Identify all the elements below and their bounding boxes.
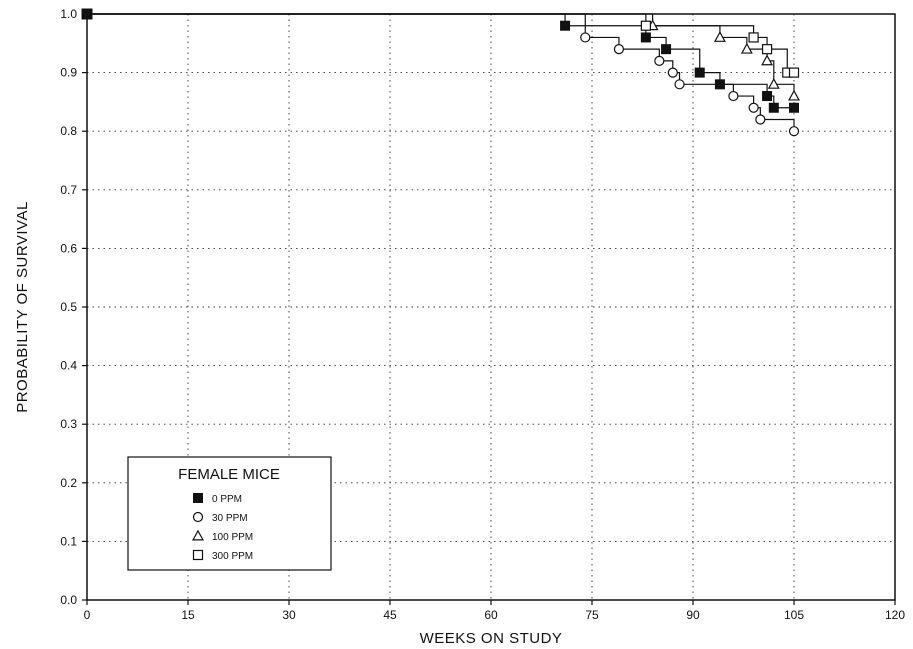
data-point-100-ppm bbox=[767, 77, 780, 89]
y-tick-label: 1.0 bbox=[60, 7, 77, 21]
data-point-300-ppm bbox=[761, 44, 773, 55]
data-point-30-ppm bbox=[674, 79, 685, 90]
x-tick-label: 0 bbox=[84, 608, 91, 622]
data-point-30-ppm bbox=[654, 55, 665, 66]
y-axis-title: PROBABILITY OF SURVIVAL bbox=[14, 201, 31, 413]
data-point-0-ppm bbox=[640, 32, 651, 43]
data-point-0-ppm bbox=[762, 91, 773, 102]
data-point-0-ppm bbox=[694, 67, 705, 78]
legend-title: FEMALE MICE bbox=[178, 466, 280, 483]
data-point-100-ppm bbox=[740, 42, 753, 54]
y-tick-label: 0.3 bbox=[60, 417, 77, 431]
y-tick-label: 0.4 bbox=[60, 359, 77, 373]
x-tick-label: 15 bbox=[181, 608, 195, 622]
legend-items: 0 PPM 30 PPM 100 PPM 300 PPM bbox=[192, 493, 253, 562]
data-point-100-ppm bbox=[788, 89, 800, 101]
legend-label-100-ppm: 100 PPM bbox=[212, 532, 253, 543]
x-tick-label: 30 bbox=[282, 608, 296, 622]
y-tick-label: 0.7 bbox=[60, 183, 77, 197]
data-point-30-ppm bbox=[748, 102, 759, 113]
data-point-100-ppm bbox=[713, 31, 726, 42]
data-point-0-ppm bbox=[714, 79, 725, 90]
x-tick-label: 60 bbox=[484, 608, 498, 622]
data-point-300-ppm bbox=[640, 20, 651, 31]
series-markers bbox=[81, 8, 800, 137]
series-line-30-ppm bbox=[87, 13, 795, 132]
data-point-0-ppm bbox=[661, 44, 672, 55]
legend-marker-30-ppm bbox=[192, 511, 204, 523]
legend: FEMALE MICE 0 PPM 30 PPM 100 PPM 300 PPM bbox=[127, 456, 332, 571]
x-tick-label: 45 bbox=[383, 608, 397, 622]
data-point-30-ppm bbox=[788, 126, 800, 137]
tick-labels: 0 15 30 45 60 75 90 105 120 0.0 0.1 0.2 0.3 0.4 0.5 0.6… bbox=[60, 7, 905, 622]
legend-marker-100-ppm bbox=[192, 529, 204, 541]
legend-label-30-ppm: 30 PPM bbox=[212, 513, 248, 524]
data-point-100-ppm bbox=[761, 54, 774, 66]
data-point-300-ppm bbox=[788, 67, 800, 78]
x-tick-label: 105 bbox=[784, 608, 804, 622]
data-point-300-ppm bbox=[748, 32, 759, 43]
x-tick-label: 75 bbox=[585, 608, 599, 622]
data-point-0-ppm bbox=[768, 102, 779, 113]
legend-label-300-ppm: 300 PPM bbox=[212, 551, 253, 562]
data-point-0-ppm bbox=[560, 20, 571, 31]
y-tick-label: 0.9 bbox=[60, 66, 77, 80]
y-tick-label: 0.6 bbox=[60, 241, 77, 255]
legend-marker-0-ppm bbox=[193, 493, 203, 503]
x-tick-label: 90 bbox=[686, 608, 700, 622]
series-line-300-ppm bbox=[87, 13, 794, 74]
data-point-start bbox=[81, 8, 93, 20]
legend-label-0-ppm: 0 PPM bbox=[212, 494, 242, 505]
data-point-30-ppm bbox=[580, 32, 591, 43]
y-tick-label: 0.8 bbox=[60, 124, 77, 138]
data-point-30-ppm bbox=[755, 114, 766, 125]
series-line-0-ppm bbox=[87, 13, 794, 109]
y-tick-label: 0.1 bbox=[60, 534, 77, 548]
data-point-30-ppm bbox=[728, 90, 739, 102]
y-tick-label: 0.5 bbox=[60, 300, 77, 314]
y-tick-label: 0.0 bbox=[60, 593, 77, 607]
y-tick-label: 0.2 bbox=[60, 476, 77, 490]
data-point-30-ppm bbox=[667, 67, 678, 78]
legend-marker-300-ppm bbox=[192, 549, 204, 561]
data-point-30-ppm bbox=[613, 44, 625, 55]
x-axis-title: WEEKS ON STUDY bbox=[420, 630, 563, 647]
data-point-0-ppm bbox=[789, 102, 799, 113]
x-tick-label: 120 bbox=[885, 608, 905, 622]
legend-box bbox=[127, 456, 332, 571]
